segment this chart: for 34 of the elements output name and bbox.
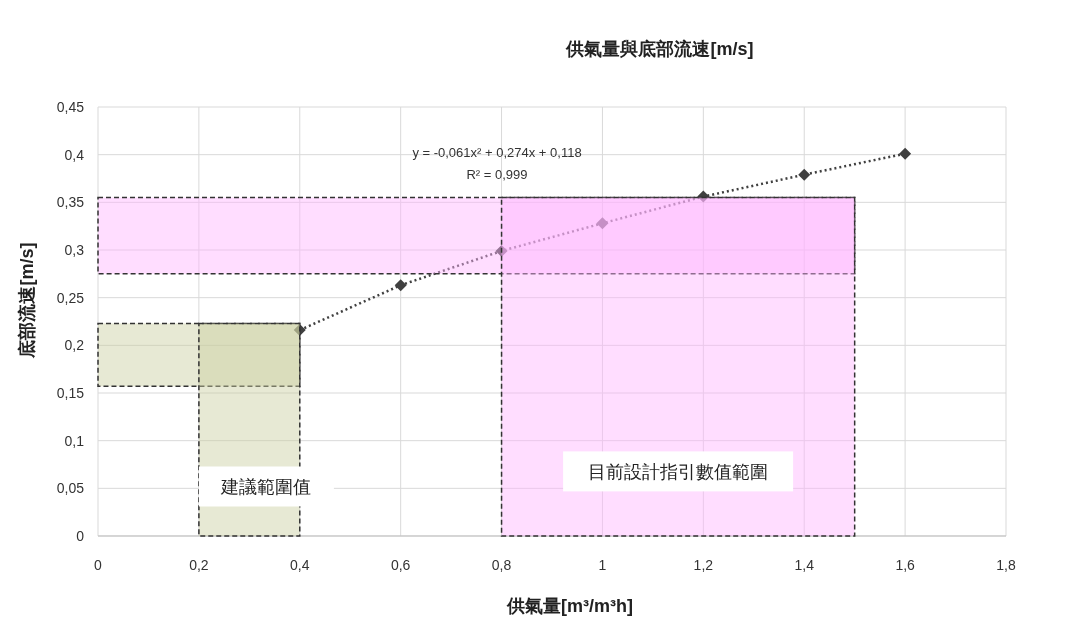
y-tick-label: 0,1	[64, 432, 85, 449]
x-tick-label: 0,4	[290, 557, 310, 573]
y-tick-label: 0,4	[64, 146, 85, 163]
point	[495, 244, 508, 257]
x-tick-label: 1	[598, 557, 607, 573]
x-tick-label: 0,6	[390, 557, 411, 573]
point	[798, 168, 811, 181]
y-axis-title: 底部流速[m/s]	[17, 242, 37, 359]
x-tick-label: 0	[94, 557, 103, 573]
band-label: 建議範圍值	[220, 477, 312, 498]
point	[394, 279, 407, 292]
y-tick-label: 0,05	[56, 480, 85, 497]
x-tick-label: 1,6	[895, 557, 916, 573]
point	[596, 217, 609, 230]
point	[899, 147, 912, 160]
x-tick-label: 1,4	[794, 557, 815, 573]
y-tick-label: 0,15	[56, 385, 85, 401]
y-tick-label: 0,25	[56, 289, 85, 306]
x-tick-label: 1,8	[996, 557, 1016, 573]
y-tick-label: 0,2	[64, 337, 85, 354]
annotation: R² = 0,999	[466, 167, 528, 182]
y-tick-label: 0,35	[56, 194, 85, 211]
chart-title: 供氣量與底部流速[m/s]	[565, 39, 754, 59]
y-tick-label: 0,3	[64, 242, 85, 258]
point	[697, 190, 710, 203]
annotation: y = -0,061x² + 0,274x + 0,118	[412, 145, 582, 160]
y-tick-label: 0	[76, 528, 85, 544]
point	[293, 324, 306, 337]
x-tick-label: 0,2	[189, 557, 209, 573]
x-axis-title: 供氣量[m³/m³h]	[506, 596, 633, 616]
y-tick-label: 0,45	[56, 99, 85, 115]
x-tick-label: 1,2	[693, 557, 714, 573]
x-tick-label: 0,8	[491, 557, 512, 573]
band-label: 目前設計指引數值範圍	[588, 462, 769, 483]
